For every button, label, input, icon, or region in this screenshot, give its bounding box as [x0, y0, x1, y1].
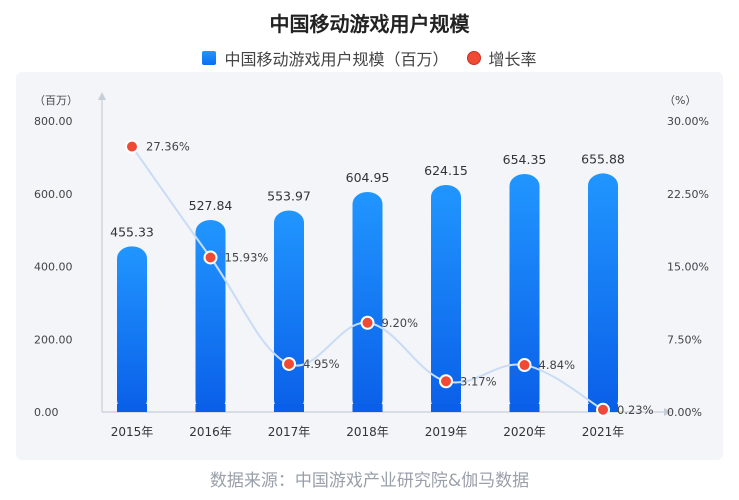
bar-base — [352, 404, 383, 412]
bar-value-label: 553.97 — [267, 188, 311, 203]
growth-rate-label: 4.95% — [303, 357, 340, 371]
axis-arrow-icon — [98, 92, 106, 100]
bar — [588, 173, 618, 412]
bar-base — [195, 404, 226, 412]
bar-value-label: 604.95 — [346, 170, 390, 185]
left-axis-tick-label: 800.00 — [34, 115, 73, 128]
axis-arrow-icon — [664, 408, 672, 416]
growth-rate-label: 27.36% — [146, 140, 190, 154]
bar-value-label: 655.88 — [581, 151, 625, 166]
left-axis-tick-label: 400.00 — [34, 261, 73, 274]
legend-line-label: 增长率 — [488, 50, 537, 69]
growth-rate-label: 3.17% — [460, 374, 497, 388]
bar — [509, 173, 540, 412]
x-axis-tick-label: 2015年 — [111, 425, 154, 439]
x-axis-tick-label: 2020年 — [503, 425, 546, 439]
bar — [117, 246, 147, 412]
growth-rate-label: 9.20% — [382, 316, 419, 330]
growth-rate-point — [596, 402, 610, 417]
bar-value-label: 527.84 — [189, 198, 233, 213]
bar-base — [117, 404, 147, 412]
legend-item-line: 增长率 — [466, 46, 537, 70]
right-axis-tick-label: 7.50% — [667, 333, 702, 346]
legend-item-bar: 中国移动游戏用户规模（百万） — [202, 46, 449, 70]
growth-rate-point — [282, 356, 296, 371]
growth-rate-point — [439, 374, 453, 389]
chart-legend: 中国移动游戏用户规模（百万） 增长率 — [0, 46, 739, 70]
growth-rate-point — [125, 139, 139, 154]
legend-bar-label: 中国移动游戏用户规模（百万） — [224, 50, 449, 69]
left-axis-tick-label: 200.00 — [34, 333, 73, 346]
x-axis-tick-label: 2019年 — [425, 425, 468, 439]
bar — [431, 184, 461, 412]
left-axis-unit: （百万） — [34, 94, 78, 107]
right-axis-tick-label: 22.50% — [667, 188, 709, 201]
data-source: 数据来源：中国游戏产业研究院&伽马数据 — [209, 471, 530, 491]
growth-rate-point — [203, 250, 218, 265]
right-axis-unit: （%） — [664, 94, 696, 107]
bar-value-label: 455.33 — [110, 224, 154, 239]
x-axis-tick-label: 2016年 — [189, 425, 232, 439]
x-axis-tick-label: 2018年 — [346, 425, 389, 439]
left-axis-tick-label: 600.00 — [34, 188, 73, 201]
bar — [195, 219, 226, 412]
bar-base — [431, 404, 461, 412]
x-axis-tick-label: 2017年 — [268, 425, 311, 439]
chart-panel: （百万） （%） 0.00 200.00 400.00 600.00 800.00 0.00%… — [16, 72, 723, 460]
right-axis-tick-label: 15.00% — [667, 261, 709, 274]
growth-rate-label: 4.84% — [539, 358, 576, 372]
bar — [352, 191, 383, 412]
growth-rate-point — [517, 358, 532, 373]
chart-svg: （百万） （%） 0.00 200.00 400.00 600.00 800.00 0.00%… — [34, 92, 709, 439]
x-axis-tick-label: 2021年 — [582, 425, 625, 439]
right-axis-tick-label: 0.00% — [667, 406, 702, 419]
chart-title: 中国移动游戏用户规模 — [269, 12, 470, 36]
growth-rate-label: 15.93% — [225, 250, 269, 264]
bar-base — [509, 404, 540, 412]
right-axis-tick-label: 30.00% — [667, 115, 709, 128]
bar-value-label: 654.35 — [503, 152, 547, 167]
growth-rate-point — [360, 315, 375, 330]
legend-dot-swatch — [466, 51, 481, 65]
growth-rate-label: 0.23% — [617, 403, 654, 417]
bar-base — [274, 404, 304, 412]
bar — [274, 210, 304, 412]
legend-bar-swatch — [202, 51, 217, 65]
bar-value-label: 624.15 — [424, 163, 468, 178]
left-axis-tick-label: 0.00 — [34, 406, 59, 419]
